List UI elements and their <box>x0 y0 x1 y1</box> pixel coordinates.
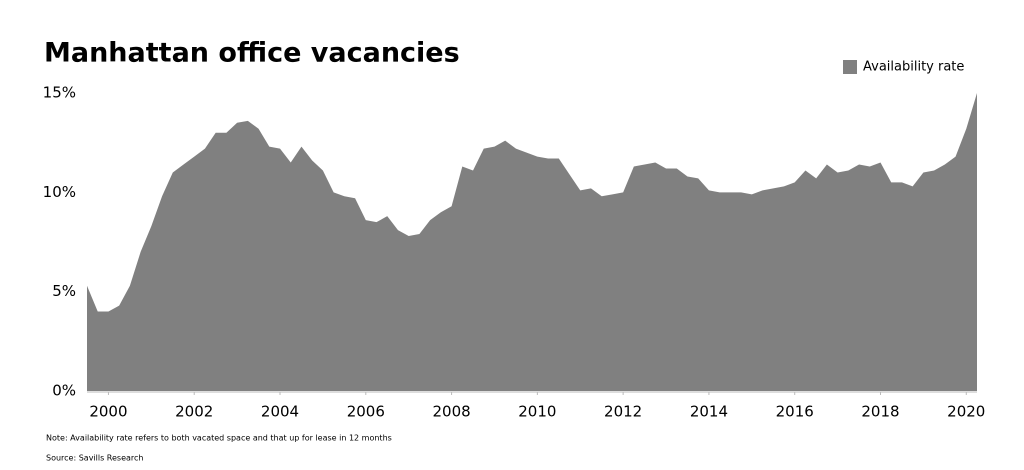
x-tick-label: 2006 <box>347 403 385 421</box>
x-tick-label: 2018 <box>861 403 899 421</box>
x-tick-label: 2010 <box>518 403 556 421</box>
y-tick-label: 10% <box>43 183 76 201</box>
x-tick-label: 2000 <box>89 403 127 421</box>
x-tick-label: 2014 <box>690 403 728 421</box>
x-tick-label: 2012 <box>604 403 642 421</box>
legend-label: Availability rate <box>863 60 964 75</box>
x-tick-label: 2004 <box>261 403 299 421</box>
x-tick-label: 2002 <box>175 403 213 421</box>
note: Note: Availability rate refers to both v… <box>46 434 392 443</box>
x-tick-label: 2008 <box>432 403 470 421</box>
legend-swatch <box>843 60 857 74</box>
y-tick-label: 0% <box>52 382 76 400</box>
y-tick-label: 5% <box>52 282 76 300</box>
area <box>87 93 977 391</box>
x-tick-label: 2020 <box>947 403 985 421</box>
y-tick-label: 15% <box>43 84 76 102</box>
source: Source: Savills Research <box>46 454 144 463</box>
x-tick-label: 2016 <box>776 403 814 421</box>
chart-title: Manhattan office vacancies <box>44 38 460 69</box>
